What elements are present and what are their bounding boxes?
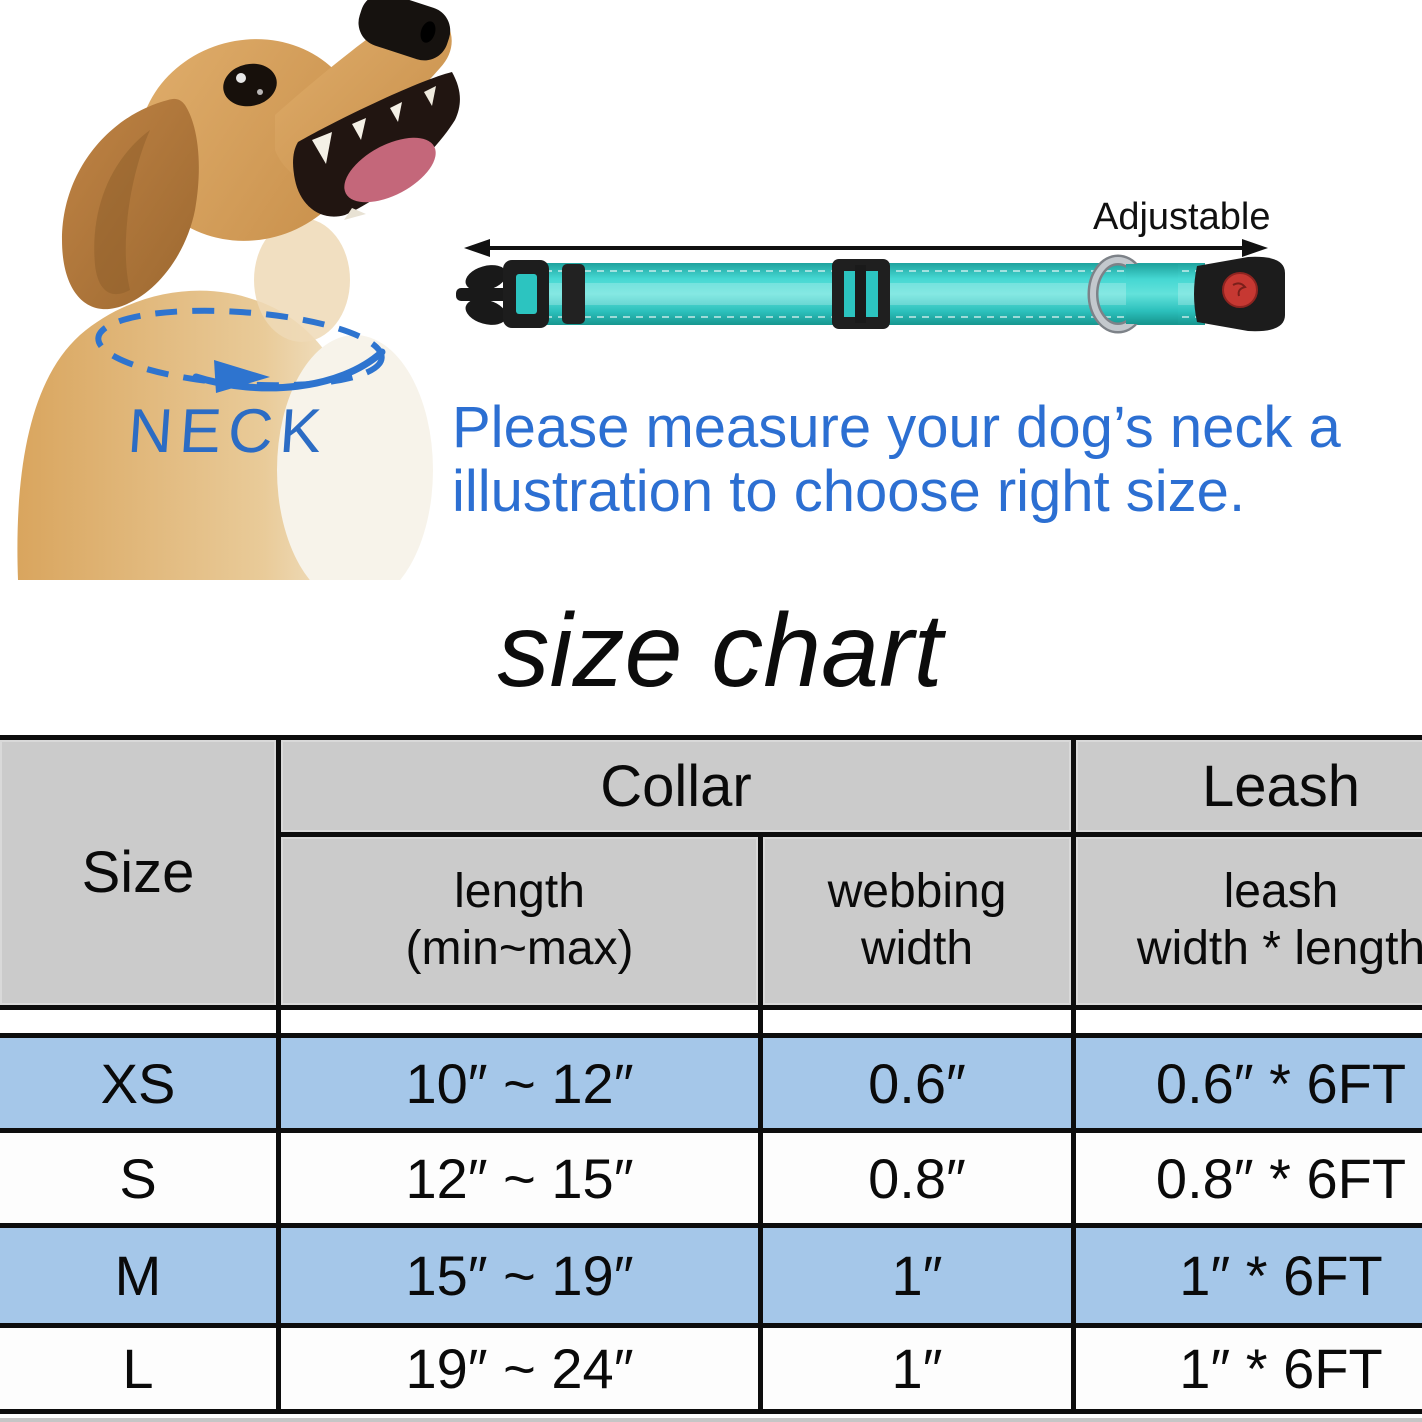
dog-tooth-lower xyxy=(344,208,366,220)
buckle-center-prong xyxy=(456,288,510,301)
dog-eye xyxy=(223,63,277,107)
body-top-border xyxy=(0,1033,1422,1038)
measure-instruction-line1: Please measure your dog’s neck a xyxy=(452,395,1341,460)
row-m-size: M xyxy=(0,1228,281,1328)
dog-tooth xyxy=(390,102,402,122)
dog-photo xyxy=(17,0,460,580)
adjustable-label: Adjustable xyxy=(1093,196,1271,238)
header-body-gap xyxy=(281,1010,763,1033)
row-xs-length: 10″ ~ 12″ xyxy=(281,1038,763,1133)
row-xs-webbing: 0.6″ xyxy=(763,1038,1076,1133)
dog-mouth xyxy=(293,72,460,217)
collar-ring-wrap xyxy=(1126,264,1178,324)
row-l-leash: 1″ * 6FT xyxy=(1076,1328,1422,1414)
row-m-length: 15″ ~ 19″ xyxy=(281,1228,763,1328)
row-l-webbing: 1″ xyxy=(763,1328,1076,1414)
neck-measure-arrowhead-icon xyxy=(214,360,270,393)
row-l-length: 19″ ~ 24″ xyxy=(281,1328,763,1414)
header-body-gap xyxy=(1076,1010,1422,1033)
header-collar-group: Collar xyxy=(281,740,1076,832)
measure-instruction: Please measure your dog’s neck a illustr… xyxy=(452,396,1341,524)
dog-chest-fur xyxy=(277,335,433,580)
header-body-gap xyxy=(0,1010,281,1033)
row-xs-leash: 0.6″ * 6FT xyxy=(1076,1038,1422,1133)
size-table-body: XS 10″ ~ 12″ 0.6″ 0.6″ * 6FT S 12″ ~ 15″… xyxy=(0,1010,1422,1414)
buckle-prong xyxy=(465,265,507,291)
measure-instruction-line2: illustration to choose right size. xyxy=(452,459,1246,524)
arrow-left-head-icon xyxy=(464,239,490,257)
header-body-gap xyxy=(763,1010,1076,1033)
dog-nose xyxy=(358,0,451,61)
row-m-leash: 1″ * 6FT xyxy=(1076,1228,1422,1328)
buckle-prong xyxy=(465,299,507,325)
header-leash-spec: leash width * length xyxy=(1076,837,1422,1005)
row-s-size: S xyxy=(0,1133,281,1228)
header-divider xyxy=(281,832,1422,837)
header-leash-group: Leash xyxy=(1076,740,1422,832)
header-size: Size xyxy=(0,740,281,1005)
middle-adjuster-bar xyxy=(855,265,866,323)
dog-tongue xyxy=(344,137,436,203)
header-webbing-width: webbing width xyxy=(763,837,1076,1005)
row-s-length: 12″ ~ 15″ xyxy=(281,1133,763,1228)
dog-tooth xyxy=(424,86,436,106)
header-collar-length: length (min~max) xyxy=(281,837,763,1005)
row-m-webbing: 1″ xyxy=(763,1228,1076,1328)
buckle-male-window xyxy=(516,274,537,314)
dog-ear xyxy=(62,98,199,310)
triglide-slider xyxy=(562,264,585,324)
size-table-header: Size Collar Leash length (min~max) webbi… xyxy=(0,735,1422,1010)
dog-nostril xyxy=(420,21,436,43)
page-title: size chart xyxy=(497,593,943,709)
dog-eye-glint xyxy=(257,89,263,95)
dog-tooth xyxy=(312,132,332,164)
bottom-edge-line xyxy=(0,1418,1422,1422)
row-l-size: L xyxy=(0,1328,281,1414)
dog-tooth xyxy=(352,118,366,140)
release-button-mark xyxy=(1232,282,1247,297)
neck-label: NECK xyxy=(125,397,331,466)
dog-throat-fur xyxy=(254,218,350,342)
row-s-webbing: 0.8″ xyxy=(763,1133,1076,1228)
arrow-right-head-icon xyxy=(1242,239,1268,257)
row-xs-size: XS xyxy=(0,1038,281,1133)
collar-illustration xyxy=(456,239,1285,334)
row-s-leash: 0.8″ * 6FT xyxy=(1076,1133,1422,1228)
dog-ear-shadow xyxy=(94,130,150,295)
dog-eye-glint xyxy=(236,73,246,83)
